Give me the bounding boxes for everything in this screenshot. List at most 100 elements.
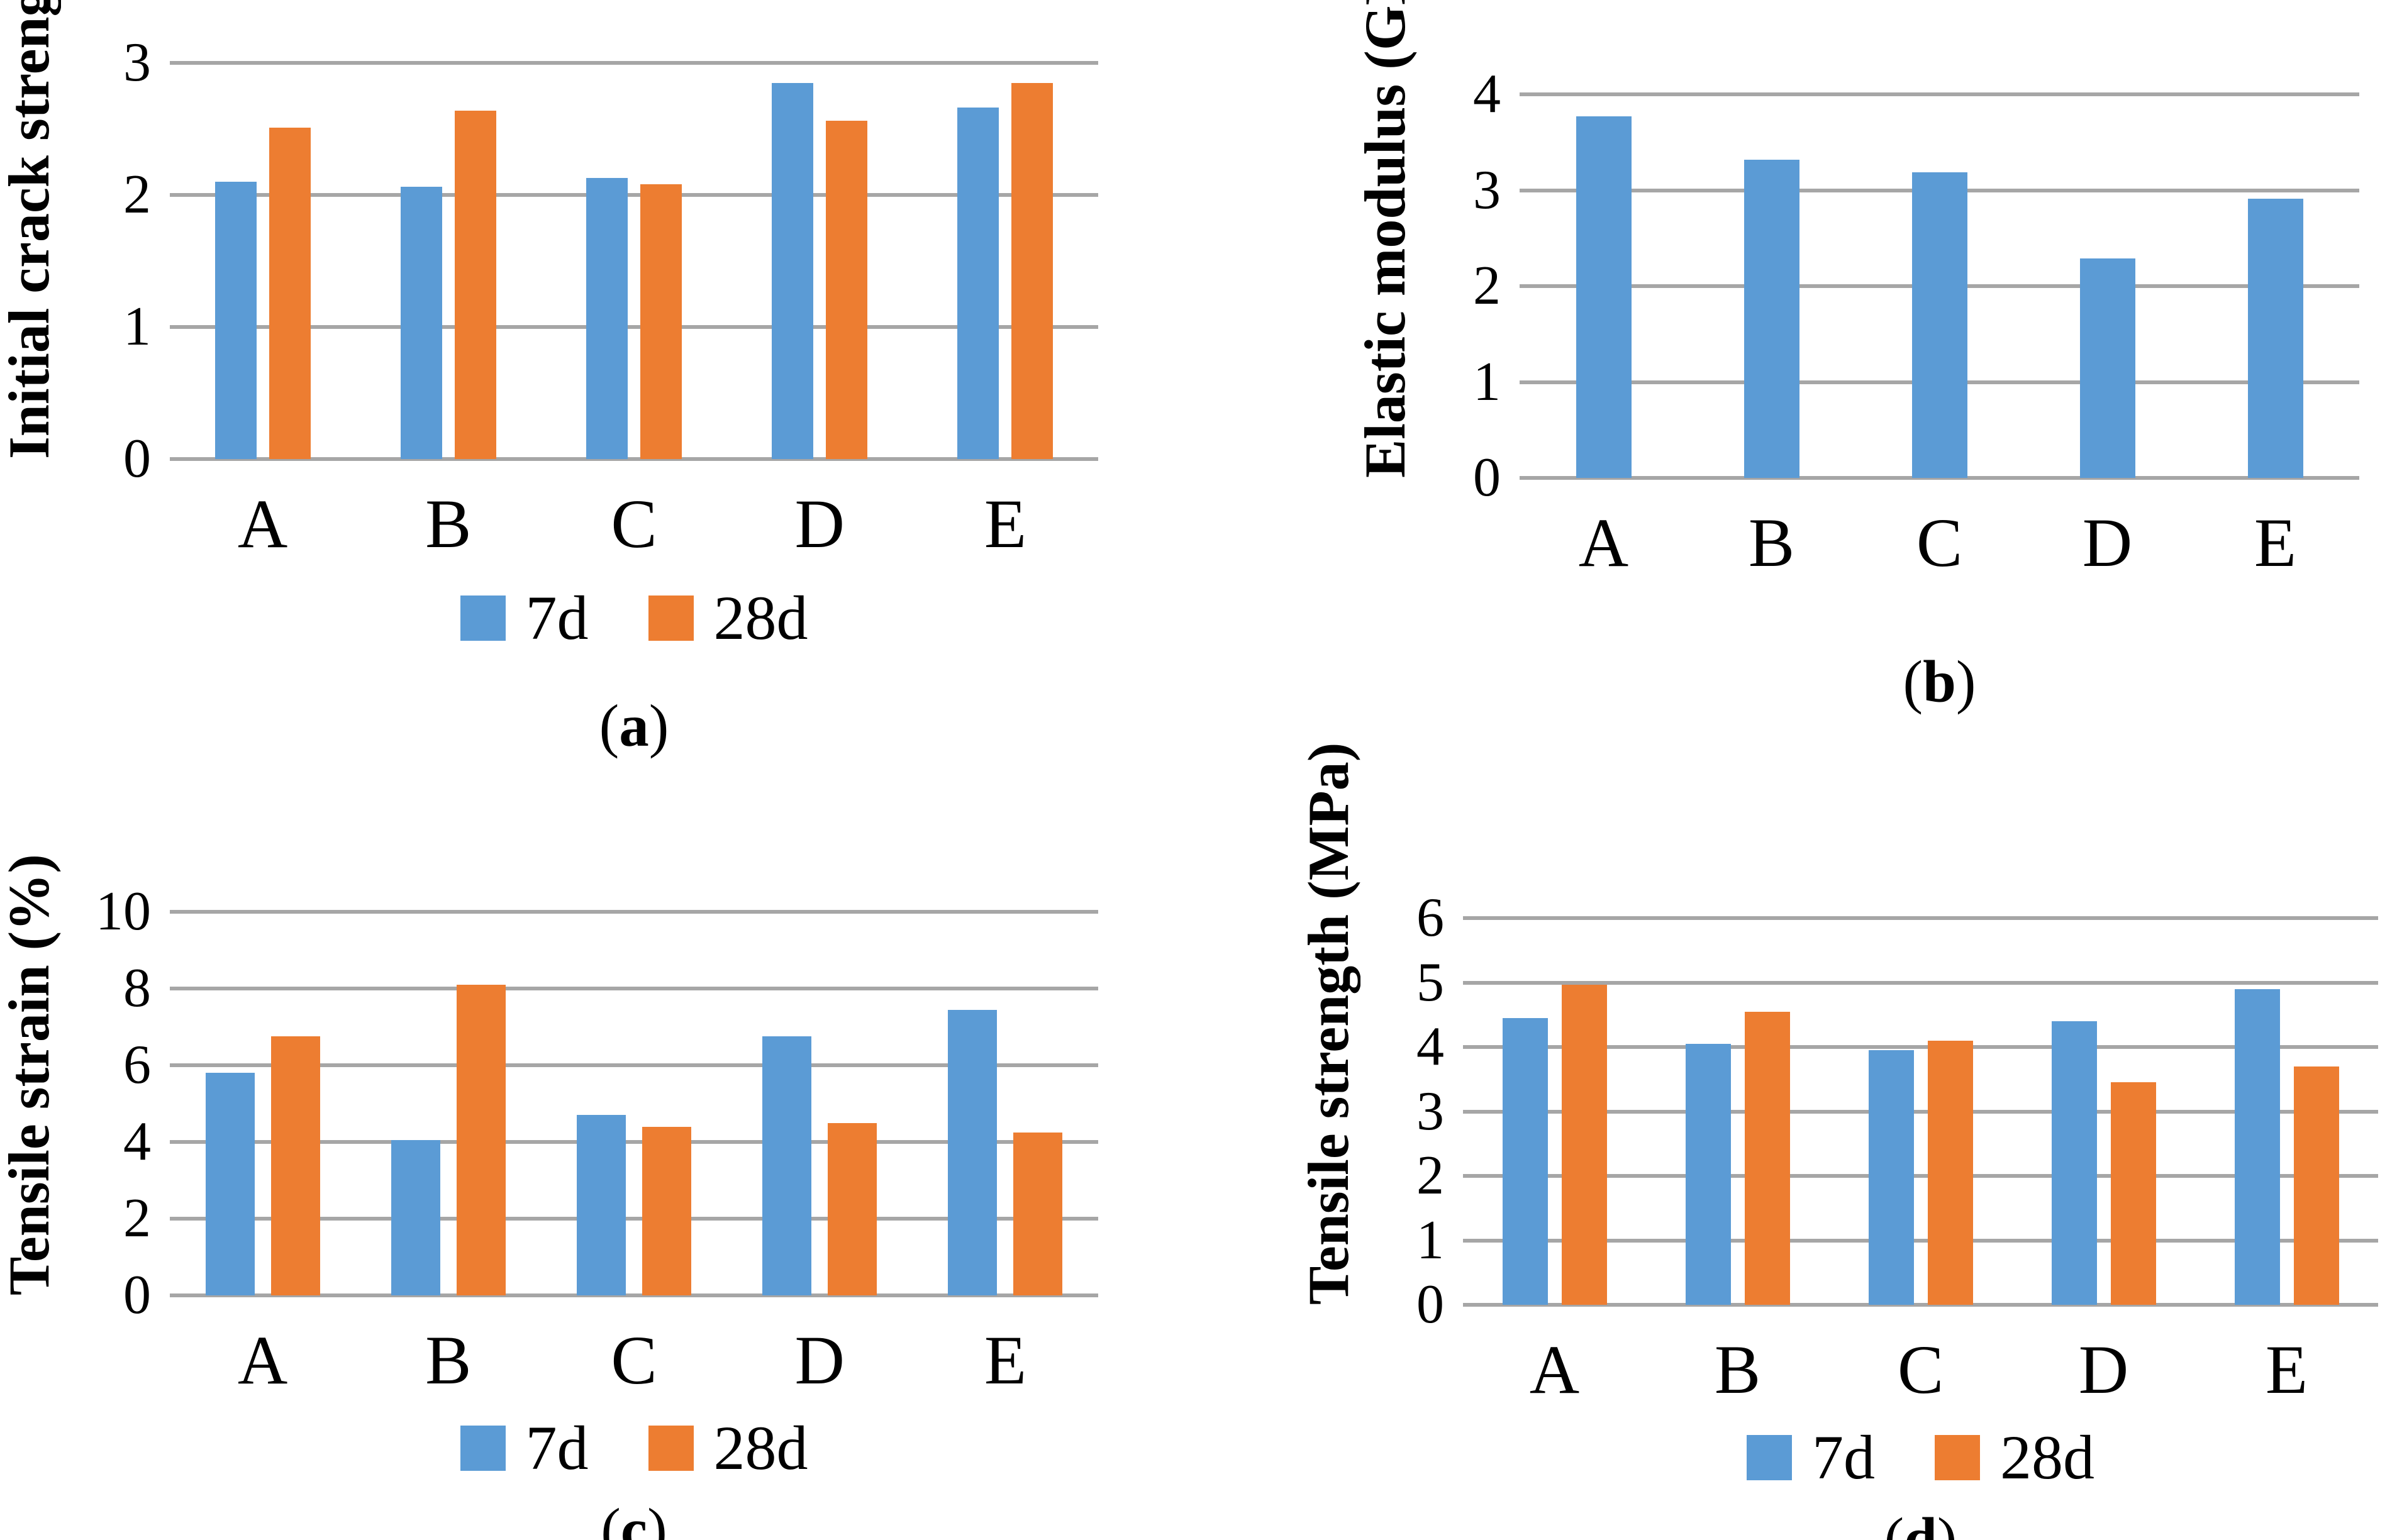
x-category-label-A: A — [1529, 1331, 1580, 1408]
bar-groups — [1520, 94, 2359, 478]
caption-c: (c) — [170, 1495, 1098, 1540]
y-tick-label-0: 0 — [123, 428, 151, 489]
x-category-label-E: E — [2254, 504, 2297, 581]
bar-28d-B — [456, 984, 506, 1295]
y-tick-label-6: 6 — [1416, 887, 1444, 948]
bar-group-E — [2191, 94, 2359, 478]
bar-group-C — [1855, 94, 2023, 478]
legend-entry-7d: 7d — [1747, 1426, 1875, 1489]
legend-entry-28d: 28d — [648, 1412, 808, 1483]
bar-group-B — [355, 912, 541, 1295]
bar-group-C — [1829, 918, 2012, 1305]
gridline-0 — [170, 1293, 1098, 1297]
caption-open-paren: ( — [601, 1495, 621, 1540]
bar-value-E — [2247, 199, 2303, 478]
bar-group-D — [727, 912, 913, 1295]
bar-28d-E — [2293, 1066, 2339, 1305]
legend-swatch-28d — [1935, 1434, 1980, 1480]
bar-28d-B — [454, 110, 496, 459]
x-category-label-B: B — [425, 485, 472, 562]
bar-value-D — [2079, 258, 2135, 478]
bar-7d-D — [772, 82, 814, 459]
gridline-4 — [1520, 92, 2359, 96]
bar-group-D — [2012, 918, 2195, 1305]
plot-area-a — [170, 61, 1098, 461]
legend-entry-28d: 28d — [1935, 1426, 2094, 1489]
chart-area-c: Tensile strain (%) 0 2 4 6 8 10 — [0, 854, 1199, 1323]
bar-28d-E — [1013, 1132, 1063, 1295]
gridline-1 — [1463, 1238, 2378, 1243]
bar-28d-B — [1744, 1011, 1790, 1305]
bar-value-C — [1911, 172, 1967, 478]
bar-7d-D — [762, 1036, 812, 1295]
legend-label-7d: 7d — [525, 1412, 589, 1483]
gridline-10 — [170, 910, 1098, 914]
plot-area-d — [1463, 916, 2378, 1307]
x-category-label-D: D — [2078, 1331, 2129, 1408]
caption-letter: a — [619, 692, 649, 759]
y-axis-title-d: Tensile strength (MPa) — [1296, 742, 1360, 1305]
legend-label-28d: 28d — [2000, 1422, 2094, 1492]
gridline-1 — [170, 325, 1098, 329]
gridline-0 — [170, 457, 1098, 461]
caption-close-paren: ) — [1955, 648, 1976, 715]
legend-c: 7d 28d — [170, 1412, 1098, 1483]
gridline-0 — [1463, 1303, 2378, 1307]
caption-d: (d) — [1463, 1505, 2378, 1540]
legend-a: 7d 28d — [170, 582, 1098, 654]
caption-open-paren: ( — [1884, 1505, 1905, 1540]
panel-c: Tensile strain (%) 0 2 4 6 8 10 A B C D E 7d 28d (… — [0, 786, 1199, 1540]
y-tick-label-3: 3 — [123, 32, 151, 93]
legend-swatch-7d — [460, 1425, 506, 1471]
y-tick-label-4: 4 — [1416, 1016, 1444, 1077]
y-axis-title-c: Tensile strain (%) — [0, 854, 61, 1295]
x-category-label-E: E — [984, 485, 1027, 562]
plot-area-c — [170, 910, 1098, 1297]
legend-swatch-28d — [648, 1425, 694, 1471]
legend-swatch-28d — [648, 595, 694, 641]
bar-7d-D — [2051, 1021, 2097, 1305]
bar-7d-C — [1868, 1050, 1914, 1305]
x-axis-labels-a: A B C D E — [170, 481, 1098, 569]
y-axis-ticks-a: 0 1 2 3 — [94, 35, 170, 487]
bar-group-B — [355, 63, 541, 459]
bar-group-E — [913, 912, 1098, 1295]
bar-group-E — [2195, 918, 2378, 1305]
y-tick-label-8: 8 — [123, 958, 151, 1019]
bar-28d-E — [1011, 82, 1054, 459]
x-axis-labels-d: A B C D E — [1463, 1327, 2378, 1414]
bar-28d-C — [640, 184, 682, 459]
gridline-3 — [1463, 1109, 2378, 1114]
x-category-label-A: A — [1578, 504, 1629, 581]
bar-groups — [170, 63, 1098, 459]
bar-7d-C — [577, 1115, 626, 1295]
x-category-label-C: C — [1916, 504, 1963, 581]
y-tick-label-3: 3 — [1473, 159, 1501, 221]
x-category-label-A: A — [237, 1322, 288, 1399]
bar-7d-E — [957, 108, 999, 459]
y-tick-label-6: 6 — [123, 1034, 151, 1095]
legend-label-28d: 28d — [713, 582, 808, 653]
x-category-label-A: A — [237, 485, 288, 562]
y-tick-label-10: 10 — [96, 881, 151, 942]
x-category-label-D: D — [794, 1322, 845, 1399]
bar-groups — [170, 912, 1098, 1295]
y-axis-ticks-b: 0 1 2 3 4 — [1432, 67, 1520, 506]
bar-group-B — [1646, 918, 1829, 1305]
gridline-4 — [170, 1140, 1098, 1144]
y-tick-label-2: 2 — [1473, 255, 1501, 316]
legend-label-28d: 28d — [713, 1412, 808, 1483]
bar-group-C — [541, 63, 726, 459]
bar-28d-A — [269, 127, 311, 459]
bar-value-B — [1744, 159, 1799, 478]
x-category-label-D: D — [2082, 504, 2133, 581]
caption-close-paren: ) — [648, 692, 669, 759]
y-axis-ticks-c: 0 2 4 6 8 10 — [94, 884, 170, 1323]
gridline-6 — [1463, 916, 2378, 920]
gridline-2 — [170, 1217, 1098, 1221]
gridline-2 — [1463, 1174, 2378, 1178]
gridline-0 — [1520, 476, 2359, 480]
gridline-5 — [1463, 980, 2378, 985]
